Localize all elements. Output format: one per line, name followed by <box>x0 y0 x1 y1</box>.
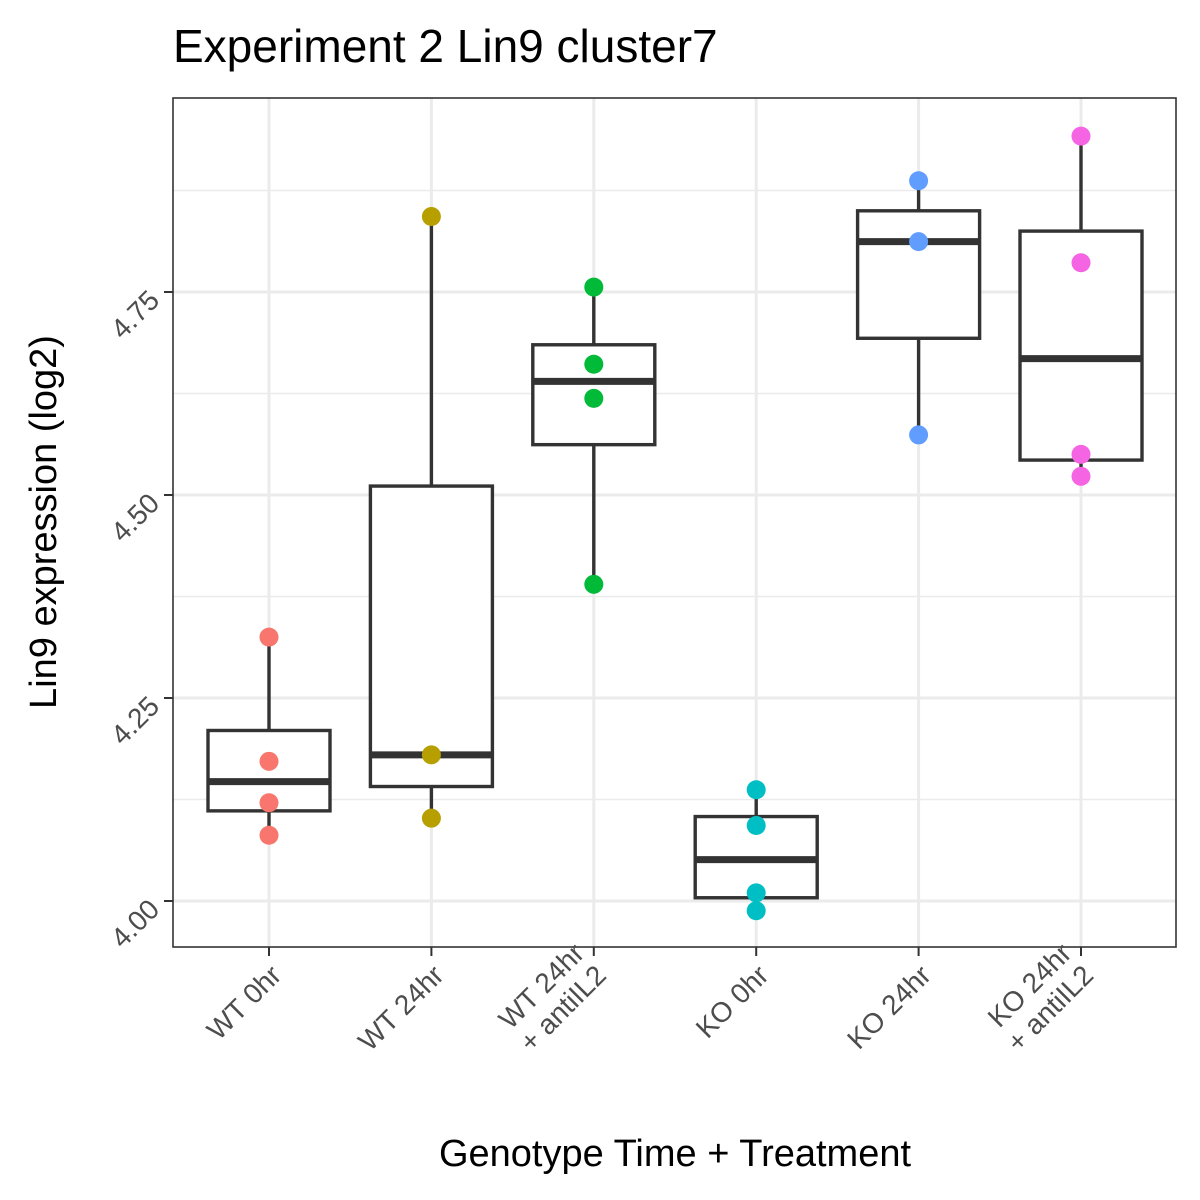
data-point <box>584 354 604 374</box>
data-point <box>1071 444 1091 464</box>
x-tick-label: KO 24hr <box>841 959 937 1055</box>
x-tick-label-line: WT 24hr <box>352 959 449 1056</box>
panel-border <box>172 97 1177 948</box>
x-tick-label: WT 24hr <box>352 959 449 1056</box>
x-axis-title: Genotype Time + Treatment <box>439 1133 912 1175</box>
y-axis: 4.00 4.25 4.50 4.75 <box>105 284 173 954</box>
x-tick-label-line: KO 0hr <box>690 959 775 1044</box>
x-tick-label: KO 0hr <box>690 959 775 1044</box>
data-point <box>746 901 766 921</box>
box-group <box>855 180 982 435</box>
data-point <box>746 780 766 800</box>
data-point <box>909 425 929 445</box>
data-point <box>1071 466 1091 486</box>
box-group <box>531 287 657 585</box>
data-point <box>259 751 279 771</box>
chart-title: Experiment 2 Lin9 cluster7 <box>173 20 718 72</box>
box-iqr <box>855 209 982 340</box>
data-point <box>1071 126 1091 146</box>
box-plots <box>206 136 1144 911</box>
data-point <box>584 574 604 594</box>
data-point <box>584 388 604 408</box>
data-point <box>259 627 279 647</box>
data-point <box>746 815 766 835</box>
data-points <box>259 126 1091 921</box>
y-tick-label: 4.50 <box>105 487 165 547</box>
data-point <box>259 793 279 813</box>
data-point <box>584 277 604 297</box>
data-point <box>421 808 441 828</box>
box-group <box>1018 136 1144 477</box>
data-point <box>909 171 929 191</box>
data-point <box>421 745 441 765</box>
y-axis-title: Lin9 expression (log2) <box>23 335 65 709</box>
x-tick-label: WT 0hr <box>201 959 287 1045</box>
y-tick-label: 4.25 <box>105 690 165 750</box>
data-point <box>1071 253 1091 273</box>
box-iqr <box>368 484 495 789</box>
x-tick-label-line: KO 24hr <box>841 959 937 1055</box>
x-tick-label-line: WT 0hr <box>201 959 287 1045</box>
grid-lines <box>173 98 1176 947</box>
y-tick-label: 4.00 <box>105 893 165 953</box>
data-point <box>421 206 441 226</box>
x-axis: WT 0hr WT 24hr WT 24hr+ antiIL2 KO 0hr KO 24… <box>201 937 1099 1057</box>
data-point <box>259 825 279 845</box>
data-point <box>746 883 766 903</box>
box-group <box>368 216 495 819</box>
y-tick-label: 4.75 <box>105 284 165 344</box>
data-point <box>909 232 929 252</box>
